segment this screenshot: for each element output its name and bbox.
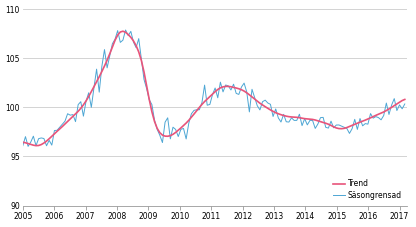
Trend [115,34,120,37]
Säsongrensad [20,144,25,147]
Trend [134,44,139,47]
Säsongrensad [68,114,73,116]
Line: Trend: Trend [23,31,405,146]
Trend [118,31,123,33]
Legend: Trend, Säsongrensad: Trend, Säsongrensad [331,178,404,202]
Line: Säsongrensad: Säsongrensad [23,30,405,146]
Säsongrensad [250,88,255,91]
Trend [218,86,223,89]
Säsongrensad [134,46,139,49]
Trend [121,30,126,33]
Säsongrensad [402,103,407,105]
Säsongrensad [218,81,223,84]
Säsongrensad [118,41,123,44]
Trend [20,141,25,143]
Trend [68,118,73,120]
Säsongrensad [123,29,128,31]
Säsongrensad [26,145,31,148]
Trend [250,96,255,98]
Trend [402,98,407,101]
Trend [34,144,39,147]
Säsongrensad [115,29,120,32]
